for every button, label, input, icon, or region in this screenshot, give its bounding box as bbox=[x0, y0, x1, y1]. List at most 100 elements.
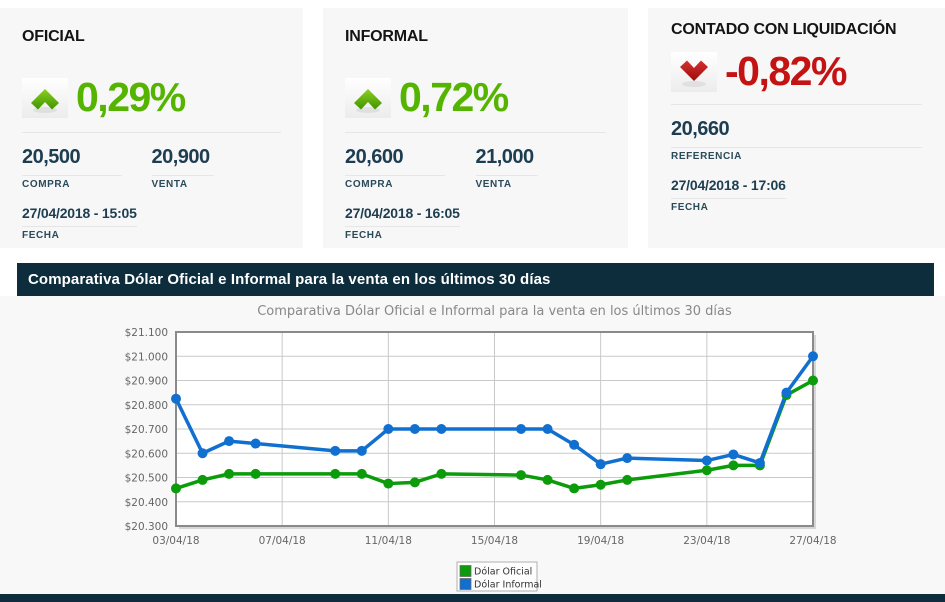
up-arrow-icon bbox=[345, 77, 391, 118]
quote-label: VENTA bbox=[151, 179, 188, 190]
data-point bbox=[436, 468, 447, 479]
data-point bbox=[569, 439, 580, 450]
card-title: OFICIAL bbox=[22, 28, 85, 45]
data-point bbox=[436, 424, 447, 434]
percent-value: 0,72% bbox=[399, 74, 509, 120]
date-block: 27/04/2018 - 15:05 FECHA bbox=[22, 205, 281, 241]
data-point bbox=[197, 448, 208, 459]
data-point bbox=[622, 453, 633, 464]
data-point bbox=[516, 470, 527, 481]
data-point bbox=[701, 455, 712, 466]
section-banner: Comparativa Dólar Oficial e Informal par… bbox=[17, 263, 934, 296]
quote-field: 20,500 COMPRA bbox=[22, 146, 152, 190]
x-tick-label: 07/04/18 bbox=[259, 535, 306, 547]
bottom-banner-bar bbox=[0, 594, 945, 602]
quote-value: 21,000 bbox=[475, 146, 538, 176]
y-tick-label: $20.800 bbox=[125, 400, 168, 412]
card-informal: INFORMAL 0,72% 20,600 COMPRA 21,000 VENT… bbox=[323, 8, 628, 248]
legend-label: Dólar Oficial bbox=[474, 567, 532, 578]
data-point bbox=[409, 477, 420, 488]
divider bbox=[22, 132, 281, 133]
data-point bbox=[542, 424, 553, 434]
comparison-line-chart: $21.100 $21.000 $20.900 $20.800 $20.700 $20.6… bbox=[125, 304, 837, 592]
divider bbox=[671, 104, 922, 105]
x-tick-label: 03/04/18 bbox=[152, 535, 199, 547]
quote-value: 20,500 bbox=[22, 146, 122, 176]
chart-title: Comparativa Dólar Oficial e Informal par… bbox=[257, 304, 732, 319]
date-block: 27/04/2018 - 17:06 FECHA bbox=[671, 177, 922, 213]
card-title: INFORMAL bbox=[345, 28, 428, 45]
y-tick-label: $20.300 bbox=[125, 521, 168, 533]
data-point bbox=[356, 468, 367, 479]
quote-label: COMPRA bbox=[22, 179, 71, 190]
date-value: 27/04/2018 - 15:05 bbox=[22, 205, 137, 227]
quote-field: 20,660 REFERENCIA bbox=[671, 118, 922, 162]
x-tick-label: 19/04/18 bbox=[577, 535, 624, 547]
quote-label: REFERENCIA bbox=[671, 151, 743, 162]
x-tick-label: 27/04/18 bbox=[789, 535, 836, 547]
data-point bbox=[516, 424, 527, 434]
up-arrow-icon bbox=[22, 77, 68, 118]
data-point bbox=[383, 478, 394, 489]
percent-value: 0,29% bbox=[76, 74, 186, 120]
data-point bbox=[808, 375, 818, 386]
x-tick-label: 15/04/18 bbox=[471, 535, 518, 547]
quote-value: 20,900 bbox=[151, 146, 214, 176]
data-point bbox=[569, 483, 580, 494]
data-point bbox=[808, 351, 818, 362]
data-point bbox=[250, 468, 261, 479]
date-label: FECHA bbox=[345, 230, 383, 241]
quote-label: COMPRA bbox=[345, 179, 394, 190]
data-point bbox=[383, 424, 394, 434]
divider bbox=[345, 132, 606, 133]
y-tick-label: $21.000 bbox=[125, 351, 168, 363]
y-tick-label: $20.700 bbox=[125, 424, 168, 436]
data-point bbox=[330, 468, 341, 479]
x-tick-label: 11/04/18 bbox=[365, 535, 412, 547]
quote-field: 20,600 COMPRA bbox=[345, 146, 476, 190]
data-point bbox=[781, 387, 792, 398]
data-point bbox=[542, 474, 553, 485]
y-tick-label: $20.900 bbox=[125, 376, 168, 388]
data-point bbox=[356, 445, 367, 456]
data-point bbox=[197, 474, 208, 485]
quote-value: 20,600 bbox=[345, 146, 445, 176]
data-point bbox=[224, 468, 235, 479]
data-point bbox=[171, 483, 181, 494]
data-point bbox=[595, 459, 606, 470]
data-point bbox=[595, 479, 606, 490]
date-label: FECHA bbox=[22, 230, 60, 241]
y-tick-label: $20.600 bbox=[125, 448, 168, 460]
quote-label: VENTA bbox=[475, 179, 512, 190]
x-tick-label: 23/04/18 bbox=[683, 535, 730, 547]
percent-row: 0,29% bbox=[22, 77, 281, 118]
date-block: 27/04/2018 - 16:05 FECHA bbox=[345, 205, 606, 241]
card-contado-con-liquidacion: CONTADO CON LIQUIDACIÓN -0,82% 20,660 RE… bbox=[648, 8, 945, 248]
percent-row: -0,82% bbox=[671, 51, 922, 92]
data-point bbox=[701, 465, 712, 476]
data-point bbox=[728, 460, 739, 471]
legend-swatch bbox=[459, 565, 472, 577]
data-point bbox=[224, 436, 235, 447]
quote-field: 20,900 VENTA bbox=[151, 146, 282, 190]
percent-value: -0,82% bbox=[725, 48, 847, 94]
card-oficial: OFICIAL 0,29% 20,500 COMPRA 20,900 VENTA… bbox=[0, 8, 303, 248]
data-point bbox=[409, 424, 420, 434]
data-point bbox=[250, 438, 261, 449]
down-arrow-icon bbox=[671, 51, 717, 92]
percent-row: 0,72% bbox=[345, 77, 606, 118]
data-point bbox=[622, 474, 633, 485]
data-point bbox=[728, 449, 739, 460]
y-tick-label: $21.100 bbox=[125, 327, 168, 339]
date-value: 27/04/2018 - 16:05 bbox=[345, 205, 460, 227]
data-point bbox=[754, 457, 765, 468]
quote-field: 21,000 VENTA bbox=[475, 146, 607, 190]
data-point bbox=[171, 393, 181, 404]
legend-label: Dólar Informal bbox=[474, 580, 542, 591]
chart-section: $21.100 $21.000 $20.900 $20.800 $20.700 $20.6… bbox=[0, 296, 945, 594]
y-tick-label: $20.400 bbox=[125, 497, 168, 509]
y-tick-label: $20.500 bbox=[125, 473, 168, 485]
data-point bbox=[330, 445, 341, 456]
card-title: CONTADO CON LIQUIDACIÓN bbox=[671, 21, 897, 38]
quote-value: 20,660 bbox=[671, 118, 922, 148]
